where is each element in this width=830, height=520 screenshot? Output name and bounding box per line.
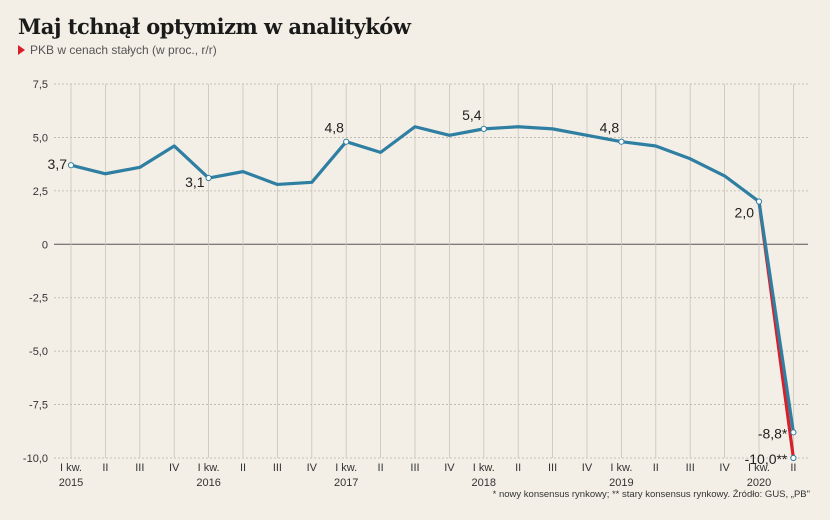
data-label: 4,8	[324, 120, 344, 136]
chart-subtitle-text: PKB w cenach stałych (w proc., r/r)	[30, 43, 217, 57]
x-tick-label: III	[410, 462, 419, 474]
x-tick-label: I kw.	[198, 462, 220, 474]
y-tick-label: 7,5	[33, 79, 48, 91]
x-tick-label: IV	[719, 462, 730, 474]
year-label: 2020	[747, 477, 771, 489]
x-tick-label: IV	[582, 462, 593, 474]
x-tick-label: I kw.	[748, 462, 770, 474]
x-tick-label: II	[240, 462, 246, 474]
data-point-marker	[790, 454, 797, 462]
x-tick-label: I kw.	[60, 462, 82, 474]
year-label: 2019	[609, 477, 633, 489]
data-point-marker	[67, 162, 75, 169]
x-tick-label: IV	[307, 462, 318, 474]
year-label: 2017	[334, 477, 358, 489]
x-tick-label: II	[653, 462, 659, 474]
x-tick-label: IV	[444, 462, 455, 474]
y-tick-label: 2,5	[33, 186, 48, 198]
data-point-marker	[790, 429, 797, 436]
y-tick-label: 0	[42, 239, 48, 251]
y-tick-label: 5,0	[33, 132, 48, 144]
data-point-marker	[618, 138, 625, 145]
y-tick-label: -7,5	[29, 400, 48, 412]
x-tick-label: I kw.	[473, 462, 495, 474]
x-tick-label: III	[135, 462, 144, 474]
year-label: 2015	[59, 477, 83, 489]
x-tick-label: II	[790, 462, 796, 474]
data-label: 3,7	[48, 156, 68, 172]
data-point-marker	[755, 198, 763, 205]
chart-title: Maj tchnął optymizm w analityków	[18, 14, 411, 39]
data-point-marker	[205, 174, 212, 182]
data-label: 4,8	[600, 120, 620, 136]
y-tick-label: -10,0	[23, 453, 48, 465]
footnote: * nowy konsensus rynkowy; ** stary konse…	[492, 489, 810, 500]
y-tick-label: -5,0	[29, 346, 48, 358]
x-tick-label: III	[273, 462, 282, 474]
x-tick-label: IV	[169, 462, 180, 474]
year-label: 2016	[196, 477, 220, 489]
data-label: 5,4	[462, 107, 482, 123]
data-label: -10,0**	[745, 451, 788, 467]
series-line-gdp	[70, 125, 795, 433]
x-tick-label: III	[548, 462, 557, 474]
chart-subtitle: PKB w cenach stałych (w proc., r/r)	[18, 43, 217, 57]
x-tick-label: II	[515, 462, 521, 474]
year-label: 2018	[472, 477, 496, 489]
x-tick-label: I kw.	[610, 462, 632, 474]
y-tick-label: -2,5	[29, 293, 48, 305]
data-point-marker	[343, 138, 350, 145]
red-triangle-icon	[18, 45, 25, 55]
data-label: -8,8*	[758, 425, 788, 441]
x-tick-label: II	[378, 462, 384, 474]
data-point-marker	[480, 125, 487, 132]
data-label: 2,0	[735, 205, 755, 221]
data-label: 3,1	[185, 174, 205, 190]
x-tick-label: I kw.	[335, 462, 357, 474]
x-tick-label: III	[686, 462, 695, 474]
x-tick-label: II	[102, 462, 108, 474]
